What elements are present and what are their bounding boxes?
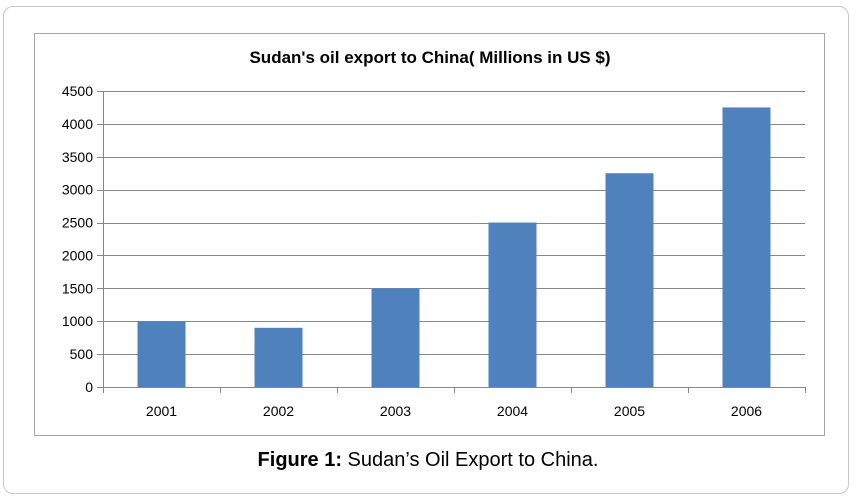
bar-2001 — [137, 321, 186, 387]
x-tick-label: 2006 — [731, 403, 762, 419]
y-tick-label: 3000 — [62, 182, 93, 198]
y-tick-label: 1000 — [62, 313, 93, 329]
x-tick-label: 2002 — [263, 403, 294, 419]
gridlines — [103, 91, 805, 355]
y-tick-label: 500 — [70, 346, 94, 362]
figure-caption: Figure 1: Sudan’s Oil Export to China. — [0, 449, 856, 472]
y-tick-label: 2000 — [62, 247, 93, 263]
chart-title: Sudan's oil export to China( Millions in… — [249, 48, 610, 67]
figure-caption-label: Figure 1: — [257, 449, 342, 471]
bar-2003 — [371, 288, 420, 387]
axes — [97, 91, 806, 393]
bar-2005 — [605, 173, 654, 387]
x-tick-label: 2004 — [497, 403, 528, 419]
bar-2004 — [488, 222, 537, 387]
bar-2006 — [722, 107, 771, 387]
x-tick-labels: 2001 2002 2003 2004 2005 2006 — [146, 403, 762, 419]
y-tick-label: 3500 — [62, 149, 93, 165]
y-tick-label: 0 — [85, 379, 93, 395]
x-tick-label: 2001 — [146, 403, 177, 419]
bars — [137, 107, 771, 387]
x-tick-label: 2003 — [380, 403, 411, 419]
y-tick-label: 4500 — [62, 83, 93, 99]
x-tick-label: 2005 — [614, 403, 645, 419]
y-tick-label: 4000 — [62, 116, 93, 132]
figure-caption-text: Sudan’s Oil Export to China. — [342, 449, 599, 471]
y-tick-label: 1500 — [62, 280, 93, 296]
bar-2002 — [254, 327, 303, 387]
y-tick-labels: 0 500 1000 1500 2000 2500 3000 3500 4000 4500 — [62, 83, 93, 395]
y-tick-label: 2500 — [62, 215, 93, 231]
